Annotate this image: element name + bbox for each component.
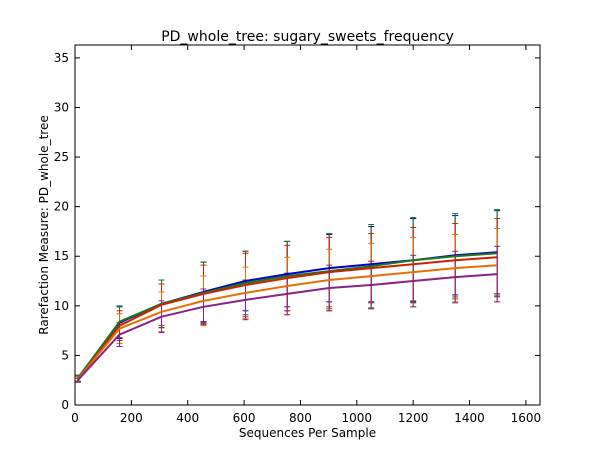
x-tick-label: 800 <box>289 411 312 425</box>
y-tick-label: 10 <box>54 299 69 313</box>
x-tick-label: 1600 <box>511 411 542 425</box>
x-tick-label: 200 <box>120 411 143 425</box>
y-tick-label: 15 <box>54 249 69 263</box>
series-line-series-red <box>77 256 498 380</box>
plot-area: 0 200 400 600 800 1000 1200 1400 1600 0 5 10 15 20 25 3… <box>54 44 542 425</box>
x-tick-label: 400 <box>176 411 199 425</box>
chart-title: PD_whole_tree: sugary_sweets_frequency <box>161 29 454 45</box>
series-line-series-purple <box>77 273 498 381</box>
x-tick-label: 600 <box>233 411 256 425</box>
y-tick-label: 35 <box>54 51 69 65</box>
x-axis-label: Sequences Per Sample <box>239 426 376 440</box>
y-tick-label: 30 <box>54 100 69 114</box>
series-line-series-green <box>76 252 498 379</box>
y-tick-label: 0 <box>61 398 69 412</box>
x-tick-label: 1000 <box>342 411 373 425</box>
series-line-series-orange <box>77 264 498 380</box>
x-tick-label: 1200 <box>398 411 429 425</box>
plot-frame <box>74 44 541 406</box>
y-tick-label: 5 <box>61 348 69 362</box>
x-tick-label: 0 <box>71 411 79 425</box>
y-axis-label: Rarefaction Measure: PD_whole_tree <box>37 115 51 334</box>
x-tick-label: 1400 <box>454 411 485 425</box>
y-tick-label: 20 <box>54 200 69 214</box>
y-tick-label: 25 <box>54 150 69 164</box>
